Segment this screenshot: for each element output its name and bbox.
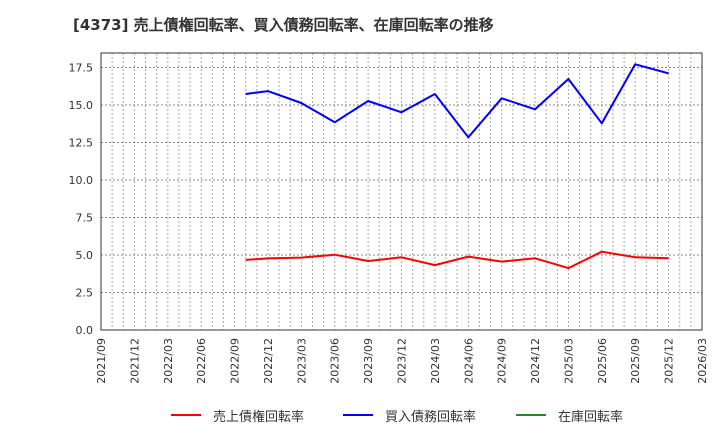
x-tick-label: 2023/12	[396, 338, 409, 384]
legend-item-receivables-turnover: 売上債権回転率	[171, 405, 304, 425]
x-tick-label: 2021/12	[128, 338, 141, 384]
x-tick-label: 2024/03	[429, 338, 442, 384]
y-tick-label: 0.0	[76, 324, 94, 337]
x-tick-label: 2022/06	[195, 338, 208, 384]
legend-label: 売上債権回転率	[213, 409, 305, 425]
y-tick-label: 12.5	[69, 137, 94, 150]
x-tick-label: 2025/03	[562, 338, 575, 384]
x-tick-label: 2022/03	[162, 338, 175, 384]
legend-swatch-red	[171, 414, 201, 416]
x-tick-label: 2023/09	[362, 338, 375, 384]
series-line-1	[245, 63, 669, 139]
y-tick-label: 5.0	[76, 249, 94, 262]
grid-lines	[101, 53, 702, 330]
plot-area-frame	[100, 52, 703, 331]
legend-item-inventory-turnover: 在庫回転率	[516, 405, 623, 425]
x-tick-label: 2021/09	[95, 338, 108, 384]
x-tick-label: 2023/06	[329, 338, 342, 384]
legend-label: 買入債務回転率	[385, 409, 477, 425]
x-axis: 2021/09 2021/12 2022/03 2022/06 2022/09 2022/…	[95, 338, 709, 384]
legend-item-payables-turnover: 買入債務回転率	[343, 405, 476, 425]
legend-swatch-blue	[343, 414, 373, 416]
legend-label: 在庫回転率	[558, 409, 624, 425]
y-tick-label: 10.0	[69, 174, 94, 187]
x-tick-label: 2026/03	[696, 338, 709, 384]
series-line-0	[245, 250, 669, 270]
chart-title: [4373] 売上債権回転率、買入債務回転率、在庫回転率の推移	[73, 16, 494, 34]
y-tick-label: 17.5	[69, 62, 94, 75]
legend: 売上債権回転率 買入債務回転率 在庫回転率	[0, 405, 720, 425]
data-series	[245, 63, 669, 270]
x-tick-label: 2022/12	[262, 338, 275, 384]
legend-swatch-green	[516, 414, 546, 416]
x-tick-label: 2023/03	[295, 338, 308, 384]
x-tick-label: 2022/09	[229, 338, 242, 384]
x-tick-label: 2025/06	[596, 338, 609, 384]
x-tick-label: 2025/09	[629, 338, 642, 384]
y-axis: 0.0 2.5 5.0 7.5 10.0 12.5 15.0 17.5	[69, 62, 94, 338]
x-tick-label: 2024/12	[529, 338, 542, 384]
y-tick-label: 2.5	[76, 287, 94, 300]
x-tick-label: 2024/06	[462, 338, 475, 384]
x-tick-label: 2024/09	[496, 338, 509, 384]
x-tick-label: 2025/12	[663, 338, 676, 384]
y-tick-label: 7.5	[76, 212, 94, 225]
y-tick-label: 15.0	[69, 99, 94, 112]
